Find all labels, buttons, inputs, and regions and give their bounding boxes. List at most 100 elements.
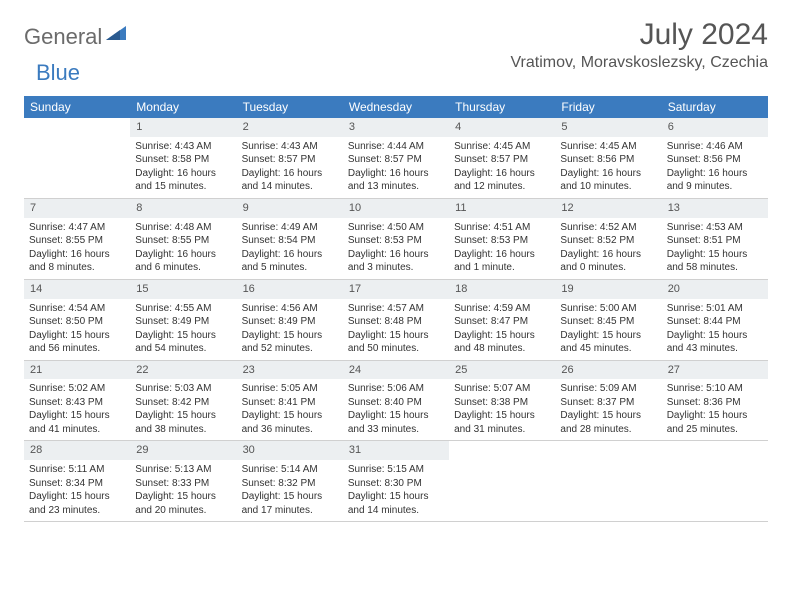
calendar-cell bbox=[662, 441, 768, 521]
calendar-cell: 21Sunrise: 5:02 AMSunset: 8:43 PMDayligh… bbox=[24, 361, 130, 441]
calendar-cell bbox=[449, 441, 555, 521]
day-number: 23 bbox=[237, 361, 343, 380]
location-label: Vratimov, Moravskoslezsky, Czechia bbox=[510, 54, 768, 72]
dayname-thu: Thursday bbox=[449, 96, 555, 118]
cell-content: Sunrise: 4:49 AMSunset: 8:54 PMDaylight:… bbox=[237, 218, 343, 279]
day-number: 27 bbox=[662, 361, 768, 380]
calendar-cell: 8Sunrise: 4:48 AMSunset: 8:55 PMDaylight… bbox=[130, 199, 236, 279]
day-number: 6 bbox=[662, 118, 768, 137]
cell-content: Sunrise: 4:43 AMSunset: 8:57 PMDaylight:… bbox=[237, 137, 343, 198]
calendar-cell: 3Sunrise: 4:44 AMSunset: 8:57 PMDaylight… bbox=[343, 118, 449, 198]
dayname-sun: Sunday bbox=[24, 96, 130, 118]
day-header-row: Sunday Monday Tuesday Wednesday Thursday… bbox=[24, 96, 768, 118]
cell-content: Sunrise: 4:48 AMSunset: 8:55 PMDaylight:… bbox=[130, 218, 236, 279]
cell-content: Sunrise: 4:55 AMSunset: 8:49 PMDaylight:… bbox=[130, 299, 236, 360]
calendar-cell: 23Sunrise: 5:05 AMSunset: 8:41 PMDayligh… bbox=[237, 361, 343, 441]
calendar-cell: 20Sunrise: 5:01 AMSunset: 8:44 PMDayligh… bbox=[662, 280, 768, 360]
day-number: 24 bbox=[343, 361, 449, 380]
day-number: 15 bbox=[130, 280, 236, 299]
day-number: 8 bbox=[130, 199, 236, 218]
calendar-cell: 7Sunrise: 4:47 AMSunset: 8:55 PMDaylight… bbox=[24, 199, 130, 279]
calendar-cell: 31Sunrise: 5:15 AMSunset: 8:30 PMDayligh… bbox=[343, 441, 449, 521]
cell-content: Sunrise: 4:59 AMSunset: 8:47 PMDaylight:… bbox=[449, 299, 555, 360]
day-number: 1 bbox=[130, 118, 236, 137]
calendar-cell: 30Sunrise: 5:14 AMSunset: 8:32 PMDayligh… bbox=[237, 441, 343, 521]
day-number: 17 bbox=[343, 280, 449, 299]
cell-content: Sunrise: 5:06 AMSunset: 8:40 PMDaylight:… bbox=[343, 379, 449, 440]
calendar-cell: 4Sunrise: 4:45 AMSunset: 8:57 PMDaylight… bbox=[449, 118, 555, 198]
logo-text-general: General bbox=[24, 24, 102, 50]
calendar-cell: 16Sunrise: 4:56 AMSunset: 8:49 PMDayligh… bbox=[237, 280, 343, 360]
calendar-cell: 28Sunrise: 5:11 AMSunset: 8:34 PMDayligh… bbox=[24, 441, 130, 521]
cell-content: Sunrise: 4:44 AMSunset: 8:57 PMDaylight:… bbox=[343, 137, 449, 198]
calendar-cell: 27Sunrise: 5:10 AMSunset: 8:36 PMDayligh… bbox=[662, 361, 768, 441]
calendar-cell: 24Sunrise: 5:06 AMSunset: 8:40 PMDayligh… bbox=[343, 361, 449, 441]
dayname-wed: Wednesday bbox=[343, 96, 449, 118]
cell-content: Sunrise: 5:10 AMSunset: 8:36 PMDaylight:… bbox=[662, 379, 768, 440]
day-number: 16 bbox=[237, 280, 343, 299]
calendar-cell: 25Sunrise: 5:07 AMSunset: 8:38 PMDayligh… bbox=[449, 361, 555, 441]
calendar-cell: 14Sunrise: 4:54 AMSunset: 8:50 PMDayligh… bbox=[24, 280, 130, 360]
cell-content: Sunrise: 4:50 AMSunset: 8:53 PMDaylight:… bbox=[343, 218, 449, 279]
cell-content: Sunrise: 4:57 AMSunset: 8:48 PMDaylight:… bbox=[343, 299, 449, 360]
cell-content: Sunrise: 4:46 AMSunset: 8:56 PMDaylight:… bbox=[662, 137, 768, 198]
calendar-cell: 9Sunrise: 4:49 AMSunset: 8:54 PMDaylight… bbox=[237, 199, 343, 279]
cell-content: Sunrise: 5:11 AMSunset: 8:34 PMDaylight:… bbox=[24, 460, 130, 521]
calendar-cell: 26Sunrise: 5:09 AMSunset: 8:37 PMDayligh… bbox=[555, 361, 661, 441]
cell-content: Sunrise: 5:00 AMSunset: 8:45 PMDaylight:… bbox=[555, 299, 661, 360]
cell-content: Sunrise: 4:45 AMSunset: 8:56 PMDaylight:… bbox=[555, 137, 661, 198]
day-number: 22 bbox=[130, 361, 236, 380]
cell-content: Sunrise: 4:45 AMSunset: 8:57 PMDaylight:… bbox=[449, 137, 555, 198]
calendar-cell: 22Sunrise: 5:03 AMSunset: 8:42 PMDayligh… bbox=[130, 361, 236, 441]
calendar-cell: 5Sunrise: 4:45 AMSunset: 8:56 PMDaylight… bbox=[555, 118, 661, 198]
calendar-cell: 13Sunrise: 4:53 AMSunset: 8:51 PMDayligh… bbox=[662, 199, 768, 279]
calendar-cell bbox=[24, 118, 130, 198]
day-number: 10 bbox=[343, 199, 449, 218]
day-number: 7 bbox=[24, 199, 130, 218]
day-number: 14 bbox=[24, 280, 130, 299]
day-number: 5 bbox=[555, 118, 661, 137]
day-number: 29 bbox=[130, 441, 236, 460]
calendar-cell: 29Sunrise: 5:13 AMSunset: 8:33 PMDayligh… bbox=[130, 441, 236, 521]
day-number: 2 bbox=[237, 118, 343, 137]
cell-content: Sunrise: 4:51 AMSunset: 8:53 PMDaylight:… bbox=[449, 218, 555, 279]
cell-content: Sunrise: 4:53 AMSunset: 8:51 PMDaylight:… bbox=[662, 218, 768, 279]
calendar: Sunday Monday Tuesday Wednesday Thursday… bbox=[24, 96, 768, 522]
calendar-cell: 1Sunrise: 4:43 AMSunset: 8:58 PMDaylight… bbox=[130, 118, 236, 198]
cell-content: Sunrise: 5:01 AMSunset: 8:44 PMDaylight:… bbox=[662, 299, 768, 360]
cell-content: Sunrise: 5:13 AMSunset: 8:33 PMDaylight:… bbox=[130, 460, 236, 521]
cell-content: Sunrise: 4:47 AMSunset: 8:55 PMDaylight:… bbox=[24, 218, 130, 279]
cell-content: Sunrise: 5:02 AMSunset: 8:43 PMDaylight:… bbox=[24, 379, 130, 440]
dayname-mon: Monday bbox=[130, 96, 236, 118]
cell-content: Sunrise: 5:14 AMSunset: 8:32 PMDaylight:… bbox=[237, 460, 343, 521]
week-row: 7Sunrise: 4:47 AMSunset: 8:55 PMDaylight… bbox=[24, 199, 768, 280]
day-number: 20 bbox=[662, 280, 768, 299]
month-title: July 2024 bbox=[510, 18, 768, 52]
cell-content: Sunrise: 4:43 AMSunset: 8:58 PMDaylight:… bbox=[130, 137, 236, 198]
day-number: 11 bbox=[449, 199, 555, 218]
dayname-tue: Tuesday bbox=[237, 96, 343, 118]
calendar-cell: 12Sunrise: 4:52 AMSunset: 8:52 PMDayligh… bbox=[555, 199, 661, 279]
day-number: 31 bbox=[343, 441, 449, 460]
logo-text-blue: Blue bbox=[36, 60, 80, 86]
week-row: 28Sunrise: 5:11 AMSunset: 8:34 PMDayligh… bbox=[24, 441, 768, 522]
day-number: 25 bbox=[449, 361, 555, 380]
day-number: 18 bbox=[449, 280, 555, 299]
calendar-cell: 15Sunrise: 4:55 AMSunset: 8:49 PMDayligh… bbox=[130, 280, 236, 360]
calendar-cell: 2Sunrise: 4:43 AMSunset: 8:57 PMDaylight… bbox=[237, 118, 343, 198]
calendar-cell: 6Sunrise: 4:46 AMSunset: 8:56 PMDaylight… bbox=[662, 118, 768, 198]
cell-content: Sunrise: 5:05 AMSunset: 8:41 PMDaylight:… bbox=[237, 379, 343, 440]
day-number: 3 bbox=[343, 118, 449, 137]
calendar-cell bbox=[555, 441, 661, 521]
calendar-cell: 19Sunrise: 5:00 AMSunset: 8:45 PMDayligh… bbox=[555, 280, 661, 360]
day-number: 19 bbox=[555, 280, 661, 299]
cell-content: Sunrise: 4:52 AMSunset: 8:52 PMDaylight:… bbox=[555, 218, 661, 279]
cell-content: Sunrise: 5:03 AMSunset: 8:42 PMDaylight:… bbox=[130, 379, 236, 440]
week-row: 14Sunrise: 4:54 AMSunset: 8:50 PMDayligh… bbox=[24, 280, 768, 361]
logo-triangle-icon bbox=[106, 24, 126, 45]
cell-content: Sunrise: 5:07 AMSunset: 8:38 PMDaylight:… bbox=[449, 379, 555, 440]
week-row: 21Sunrise: 5:02 AMSunset: 8:43 PMDayligh… bbox=[24, 361, 768, 442]
day-number: 9 bbox=[237, 199, 343, 218]
calendar-cell: 11Sunrise: 4:51 AMSunset: 8:53 PMDayligh… bbox=[449, 199, 555, 279]
logo: General bbox=[24, 24, 128, 50]
